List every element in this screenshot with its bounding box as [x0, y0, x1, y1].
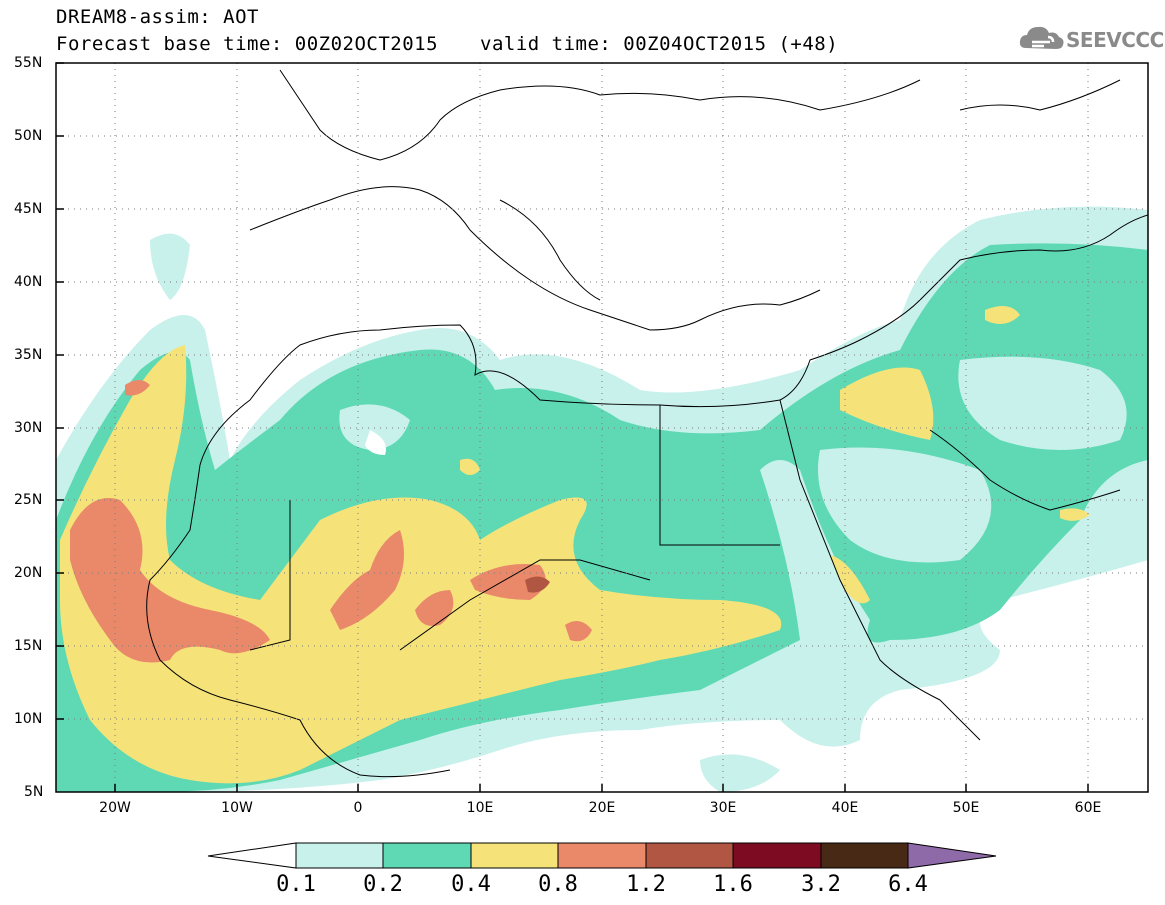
axis-ticks [56, 62, 1089, 792]
lon-label-10w: 10W [221, 800, 253, 816]
valid-time: valid time: 00Z04OCT2015 (+48) [480, 33, 839, 55]
lon-label-50e: 50E [952, 800, 980, 816]
seevccc-logo: SEEVCCC [1018, 22, 1164, 58]
lon-label-10e: 10E [466, 800, 494, 816]
lon-label-20e: 20E [588, 800, 616, 816]
lat-label-30n: 30N [14, 420, 43, 436]
colorbar-label-3.2: 3.2 [801, 872, 841, 897]
aot-1.2-region [525, 576, 550, 593]
lat-label-10n: 10N [14, 711, 43, 727]
cloud-logo-icon [1019, 26, 1064, 49]
aot-0.8-region [70, 498, 270, 663]
colorbar-label-0.2: 0.2 [363, 872, 403, 897]
lat-label-25n: 25N [14, 492, 43, 508]
lat-label-35n: 35N [14, 347, 43, 363]
graticule [56, 63, 1148, 792]
map-title: DREAM8-assim: AOT [56, 6, 259, 28]
lat-label-40n: 40N [14, 274, 43, 290]
lat-label-55n: 55N [14, 55, 43, 71]
lon-label-40e: 40E [831, 800, 859, 816]
colorbar-label-0.1: 0.1 [276, 872, 316, 897]
lat-label-15n: 15N [14, 638, 43, 654]
lon-label-60e: 60E [1074, 800, 1102, 816]
lat-label-45n: 45N [14, 201, 43, 217]
aot-field [56, 63, 1148, 792]
lon-label-0: 0 [353, 800, 363, 816]
colorbar-label-0.8: 0.8 [538, 872, 578, 897]
colorbar-label-0.4: 0.4 [451, 872, 491, 897]
coastlines [146, 69, 1148, 778]
colorbar-label-1.6: 1.6 [713, 872, 753, 897]
lat-label-20n: 20N [14, 565, 43, 581]
aot-0.1-plume [150, 233, 190, 300]
colorbar-label-1.2: 1.2 [626, 872, 666, 897]
lat-label-50n: 50N [14, 128, 43, 144]
lon-label-20w: 20W [99, 800, 131, 816]
aot-0.4-region [60, 345, 782, 784]
lon-label-30e: 30E [709, 800, 737, 816]
lat-label-5n: 5N [24, 784, 44, 800]
logo-text: SEEVCCC [1066, 28, 1164, 52]
forecast-base-time: Forecast base time: 00Z02OCT2015 [56, 33, 439, 55]
colorbar-label-6.4: 6.4 [888, 872, 928, 897]
